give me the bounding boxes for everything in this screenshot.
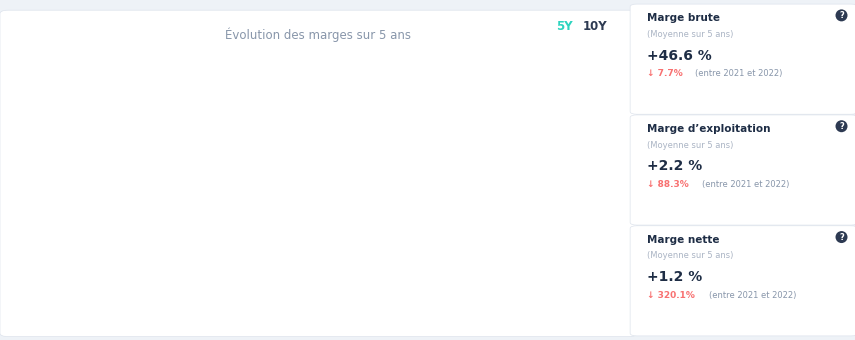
Text: Marge brute: Marge brute [647, 13, 720, 23]
Text: (Moyenne sur 5 ans): (Moyenne sur 5 ans) [647, 30, 734, 39]
Text: Marge d’exploitation: Marge d’exploitation [647, 124, 770, 134]
Text: ?: ? [839, 233, 844, 241]
Text: 10Y: 10Y [582, 20, 607, 33]
Text: (entre 2021 et 2022): (entre 2021 et 2022) [709, 291, 796, 300]
Text: Marge nette: Marge nette [647, 235, 720, 244]
Text: ?: ? [839, 11, 844, 20]
Text: Évolution des marges sur 5 ans: Évolution des marges sur 5 ans [226, 27, 411, 42]
Text: (Moyenne sur 5 ans): (Moyenne sur 5 ans) [647, 140, 734, 150]
Text: ↓ 88.3%: ↓ 88.3% [647, 180, 689, 189]
Text: (entre 2021 et 2022): (entre 2021 et 2022) [702, 180, 789, 189]
Text: 5Y: 5Y [557, 20, 573, 33]
Text: ↓ 320.1%: ↓ 320.1% [647, 291, 695, 300]
Text: (Moyenne sur 5 ans): (Moyenne sur 5 ans) [647, 251, 734, 260]
Text: +46.6 %: +46.6 % [647, 49, 712, 63]
Text: ↓ 7.7%: ↓ 7.7% [647, 69, 683, 79]
Text: (entre 2021 et 2022): (entre 2021 et 2022) [695, 69, 782, 79]
Text: +1.2 %: +1.2 % [647, 270, 703, 284]
Text: +2.2 %: +2.2 % [647, 159, 703, 173]
Text: ?: ? [839, 122, 844, 131]
